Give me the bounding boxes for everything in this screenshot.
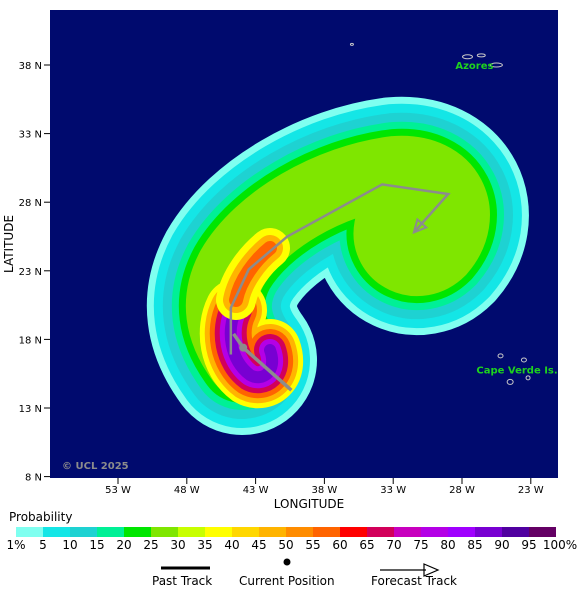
- island-outline-4: [497, 353, 504, 359]
- legend-swatch: [394, 527, 421, 537]
- legend-swatch: [16, 527, 43, 537]
- mean-path-arrowhead: [412, 217, 429, 235]
- island-outline-3: [349, 42, 354, 46]
- legend-label: 10: [62, 538, 78, 552]
- legend-swatch: [367, 527, 394, 537]
- legend-label: 30: [170, 538, 186, 552]
- current-position-marker: [239, 343, 248, 352]
- legend-title: Probability: [9, 510, 73, 524]
- lon-tick-label: 38 W: [312, 485, 338, 496]
- current-position-dot-icon: [283, 558, 291, 566]
- lat-tick-label: 33 N: [19, 130, 42, 141]
- island-outline-5: [520, 357, 527, 363]
- legend-label: 20: [116, 538, 132, 552]
- legend-swatch: [178, 527, 205, 537]
- past-track-label: Past Track: [152, 574, 213, 588]
- copyright-label: © UCL 2025: [62, 461, 129, 472]
- legend-swatch: [124, 527, 151, 537]
- lat-tick-label: 23 N: [19, 267, 42, 278]
- legend-label: 25: [143, 538, 159, 552]
- past-track-line-icon: [161, 566, 210, 570]
- legend-label: 60: [332, 538, 348, 552]
- legend-label: 90: [494, 538, 510, 552]
- island-outline-7: [525, 375, 531, 381]
- lat-tick-label: 8 N: [25, 473, 42, 484]
- lat-tick-label: 28 N: [19, 198, 42, 209]
- legend-swatch: [97, 527, 124, 537]
- legend-colorbar: [16, 527, 556, 537]
- forecast-track-line: [242, 346, 293, 392]
- legend-label: 70: [386, 538, 402, 552]
- legend-label: 5: [39, 538, 47, 552]
- lon-tick-label: 28 W: [449, 485, 475, 496]
- legend-label: 1%: [6, 538, 26, 552]
- lon-tick-label: 53 W: [105, 485, 131, 496]
- storm-track: [232, 332, 293, 392]
- legend-swatch: [70, 527, 97, 537]
- legend-swatch: [151, 527, 178, 537]
- y-axis-title: LATITUDE: [2, 215, 16, 273]
- legend-label: 35: [197, 538, 213, 552]
- legend-swatch: [205, 527, 232, 537]
- legend-swatch: [502, 527, 529, 537]
- legend-swatch: [232, 527, 259, 537]
- forecast-track-label: Forecast Track: [371, 574, 457, 588]
- island-outline-2: [489, 62, 503, 68]
- place-labels: Azores Cape Verde Is.: [455, 61, 557, 377]
- legend-label: 55: [305, 538, 321, 552]
- legend-swatch: [475, 527, 502, 537]
- place-label: Azores: [455, 61, 493, 72]
- legend-swatch: [43, 527, 70, 537]
- legend-swatch: [529, 527, 556, 537]
- island-outline-1: [476, 53, 486, 58]
- mean-path-line: [229, 183, 451, 355]
- legend-label: 100%: [542, 538, 578, 552]
- legend-swatch: [286, 527, 313, 537]
- lat-tick-label: 13 N: [19, 404, 42, 415]
- lon-tick-label: 23 W: [518, 485, 544, 496]
- legend-label: 45: [251, 538, 267, 552]
- forecast-track-arrow-icon: [380, 563, 440, 577]
- legend-swatch: [340, 527, 367, 537]
- legend-swatch: [313, 527, 340, 537]
- island-outline-6: [506, 378, 514, 385]
- legend-label: 80: [440, 538, 456, 552]
- land-outlines: [349, 42, 531, 385]
- axis-ticks: 38 N 33 N 28 N 23 N 18 N 13 N 8 N 53 W 48 W 43 W 3…: [19, 61, 544, 496]
- current-position-label: Current Position: [239, 574, 335, 588]
- legend-label: 15: [89, 538, 105, 552]
- lon-tick-label: 33 W: [380, 485, 406, 496]
- legend-label: 50: [278, 538, 294, 552]
- legend-swatch: [259, 527, 286, 537]
- island-outline-0: [462, 54, 474, 60]
- legend-label: 85: [467, 538, 483, 552]
- lon-tick-label: 48 W: [174, 485, 200, 496]
- legend-label: 65: [359, 538, 375, 552]
- legend-label: 75: [413, 538, 429, 552]
- legend-swatch: [421, 527, 448, 537]
- lon-tick-label: 43 W: [243, 485, 269, 496]
- mean-track-path: [229, 183, 451, 355]
- place-label: Cape Verde Is.: [476, 366, 557, 377]
- lat-tick-label: 38 N: [19, 61, 42, 72]
- lat-tick-label: 18 N: [19, 335, 42, 346]
- x-axis-title: LONGITUDE: [274, 497, 344, 511]
- legend-label: 40: [224, 538, 240, 552]
- legend-swatch: [448, 527, 475, 537]
- legend-label: 95: [521, 538, 537, 552]
